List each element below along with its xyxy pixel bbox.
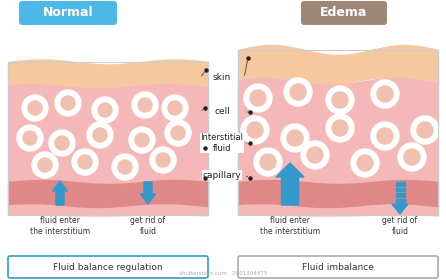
Circle shape <box>241 116 269 144</box>
Text: capillary: capillary <box>202 171 241 179</box>
Circle shape <box>165 120 191 146</box>
Circle shape <box>326 86 354 114</box>
Circle shape <box>162 95 188 121</box>
Circle shape <box>168 101 182 115</box>
Circle shape <box>247 122 263 138</box>
Circle shape <box>49 130 75 156</box>
Circle shape <box>244 84 272 112</box>
FancyBboxPatch shape <box>301 1 387 25</box>
Bar <box>238 50 438 215</box>
Circle shape <box>332 120 348 136</box>
Circle shape <box>132 92 158 118</box>
Circle shape <box>138 98 152 112</box>
Circle shape <box>118 160 132 174</box>
Circle shape <box>377 86 393 102</box>
Circle shape <box>377 128 393 144</box>
FancyArrow shape <box>392 204 408 214</box>
Text: fluid enter
the interstitium: fluid enter the interstitium <box>30 216 90 236</box>
Text: get rid of
fluid: get rid of fluid <box>130 216 165 236</box>
FancyArrow shape <box>53 181 67 205</box>
Circle shape <box>171 126 185 140</box>
Circle shape <box>301 141 329 169</box>
Circle shape <box>78 155 92 169</box>
Circle shape <box>32 152 58 178</box>
Text: Fluid imbalance: Fluid imbalance <box>302 263 374 272</box>
Circle shape <box>398 143 426 171</box>
Circle shape <box>22 95 48 121</box>
Text: Interstitial
fluid: Interstitial fluid <box>201 133 244 153</box>
Circle shape <box>150 147 176 173</box>
FancyBboxPatch shape <box>238 256 438 278</box>
FancyBboxPatch shape <box>19 1 117 25</box>
Circle shape <box>23 131 37 145</box>
FancyArrow shape <box>276 163 304 205</box>
Bar <box>396 193 405 197</box>
Circle shape <box>135 133 149 147</box>
Circle shape <box>260 154 276 170</box>
Circle shape <box>284 78 312 106</box>
Circle shape <box>287 130 303 146</box>
Text: skin: skin <box>213 74 231 83</box>
Circle shape <box>290 84 306 100</box>
Circle shape <box>98 103 112 117</box>
Circle shape <box>92 97 118 123</box>
FancyBboxPatch shape <box>8 256 208 278</box>
Circle shape <box>28 101 42 115</box>
Circle shape <box>129 127 155 153</box>
Circle shape <box>411 116 439 144</box>
Bar <box>8 62 208 215</box>
Bar <box>396 182 405 186</box>
Circle shape <box>417 122 433 138</box>
Bar <box>238 50 438 215</box>
FancyArrow shape <box>140 182 156 204</box>
Bar <box>396 199 405 202</box>
Circle shape <box>87 122 113 148</box>
Circle shape <box>72 149 98 175</box>
Bar <box>8 62 208 215</box>
Circle shape <box>156 153 170 167</box>
Text: Edema: Edema <box>320 6 368 20</box>
Circle shape <box>250 90 266 106</box>
Circle shape <box>254 148 282 176</box>
Text: Fluid balance regulation: Fluid balance regulation <box>53 263 163 272</box>
Circle shape <box>281 124 309 152</box>
Circle shape <box>371 80 399 108</box>
Text: get rid of
fluid: get rid of fluid <box>382 216 417 236</box>
Circle shape <box>17 125 43 151</box>
Text: shutterstock.com · 2001304475: shutterstock.com · 2001304475 <box>179 271 267 276</box>
Text: fluid enter
the interstitium: fluid enter the interstitium <box>260 216 320 236</box>
Circle shape <box>404 149 420 165</box>
Circle shape <box>61 96 75 110</box>
Circle shape <box>38 158 52 172</box>
Circle shape <box>55 90 81 116</box>
Text: cell: cell <box>214 108 230 116</box>
Circle shape <box>326 114 354 142</box>
Circle shape <box>357 155 373 171</box>
Bar <box>396 188 405 191</box>
Circle shape <box>332 92 348 108</box>
Circle shape <box>371 122 399 150</box>
Text: Normal: Normal <box>43 6 93 20</box>
Circle shape <box>55 136 69 150</box>
Circle shape <box>351 149 379 177</box>
Circle shape <box>112 154 138 180</box>
Circle shape <box>93 128 107 142</box>
Circle shape <box>307 147 323 163</box>
